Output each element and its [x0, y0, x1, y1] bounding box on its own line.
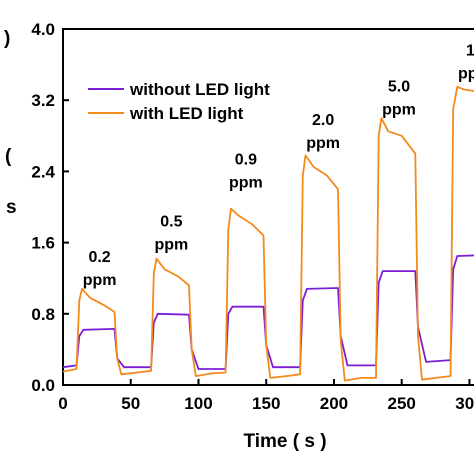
concentration-label: 0.5: [160, 214, 182, 231]
concentration-label: ppm: [382, 101, 416, 118]
legend: without LED light with LED light: [88, 80, 270, 123]
concentration-label: ppm: [83, 272, 117, 289]
concentration-label: 0.2: [88, 249, 110, 266]
legend-label-without-led: without LED light: [129, 80, 270, 99]
plot-area: [62, 28, 474, 386]
concentration-label: ppm: [154, 237, 188, 254]
tick-layer: 0 50 100 150 200 250 300 0.0 0.8 1.6 2.4 3.2 4.0: [31, 20, 474, 413]
y-tick-label: 4.0: [31, 20, 55, 39]
y-tick-label: 1.6: [31, 234, 55, 253]
y-tick-label: 0.0: [31, 376, 55, 395]
x-tick-label: 100: [184, 394, 212, 413]
concentration-label: 2.0: [312, 112, 334, 129]
x-tick-label: 150: [252, 394, 280, 413]
x-tick-label: 200: [320, 394, 348, 413]
legend-label-with-led: with LED light: [129, 104, 244, 123]
x-tick-label: 300: [455, 394, 474, 413]
y-axis-fragment-mid: (: [5, 146, 12, 167]
y-tick-label: 2.4: [31, 162, 55, 181]
y-axis-fragment-top: ): [4, 28, 10, 49]
y-tick-label: 0.8: [31, 305, 55, 324]
series-line-without-led: [62, 254, 474, 370]
concentration-label: 0.9: [235, 151, 257, 168]
concentration-label: ppm: [229, 174, 263, 191]
y-tick-label: 3.2: [31, 91, 55, 110]
x-tick-label: 50: [121, 394, 140, 413]
concentration-label: ppm: [458, 66, 474, 83]
concentration-label: 5.0: [388, 78, 410, 95]
x-tick-label: 250: [388, 394, 416, 413]
annotation-layer: 0.2 ppm 0.5 ppm 0.9 ppm 2.0 ppm 5.0 ppm 10 ppm: [83, 43, 474, 289]
series-layer: [62, 85, 474, 382]
x-tick-label: 0: [58, 394, 67, 413]
series-line-with-led: [62, 85, 474, 382]
x-axis-title: Time ( s ): [243, 431, 326, 452]
y-axis-fragment-low: s: [6, 197, 17, 218]
plot-frame: [62, 28, 474, 386]
concentration-label: ppm: [306, 135, 340, 152]
concentration-label: 10: [466, 43, 474, 60]
